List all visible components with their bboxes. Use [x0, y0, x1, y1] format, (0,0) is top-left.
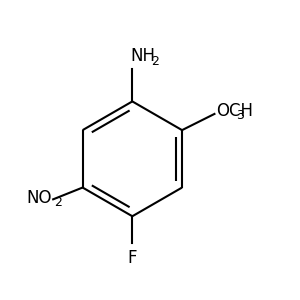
Text: F: F [128, 249, 137, 267]
Text: 3: 3 [236, 109, 244, 122]
Text: NH: NH [131, 46, 156, 64]
Text: 2: 2 [152, 55, 159, 68]
Text: OCH: OCH [216, 102, 253, 120]
Text: NO: NO [26, 189, 52, 207]
Text: 2: 2 [54, 196, 62, 209]
